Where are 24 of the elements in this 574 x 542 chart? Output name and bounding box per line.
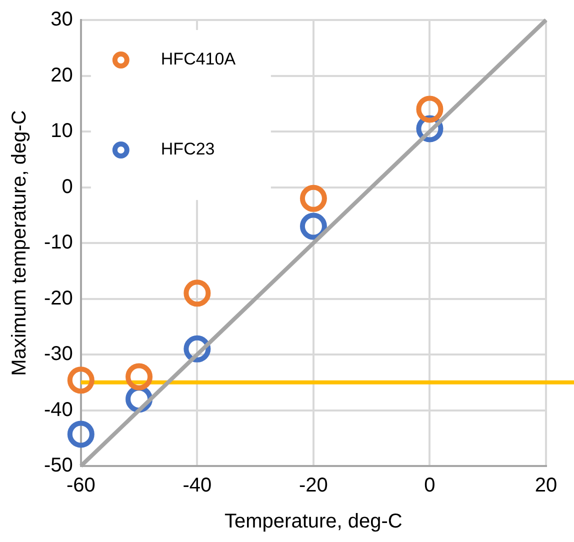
point [67,420,94,448]
y-tick-label: -30 [44,343,73,366]
y-tick-label: -40 [44,398,73,421]
y-tick-label: 10 [50,120,73,142]
point [67,366,94,394]
point [300,184,327,212]
legend-label: HFC23 [160,140,215,159]
y-tick-label: 0 [62,176,73,198]
y-tick-label: 30 [50,8,73,31]
x-axis-title: Temperature, deg-C [224,510,402,533]
y-axis-title: Maximum temperature, deg-C [8,110,31,376]
point [416,96,444,123]
y-tick-label: -10 [44,232,73,254]
x-tick-label: -20 [299,474,328,497]
point [184,280,211,307]
x-tick-label: 0 [424,474,436,497]
legend-label: HFC410A [160,50,236,69]
y-tick-label: -50 [44,454,73,477]
y-tick-label: -20 [44,287,73,310]
point [126,363,153,390]
x-tick-label: -40 [182,474,212,497]
x-tick-label: 20 [534,474,558,497]
y-tick-label: 20 [50,64,73,86]
x-tick-label: -60 [66,474,96,497]
